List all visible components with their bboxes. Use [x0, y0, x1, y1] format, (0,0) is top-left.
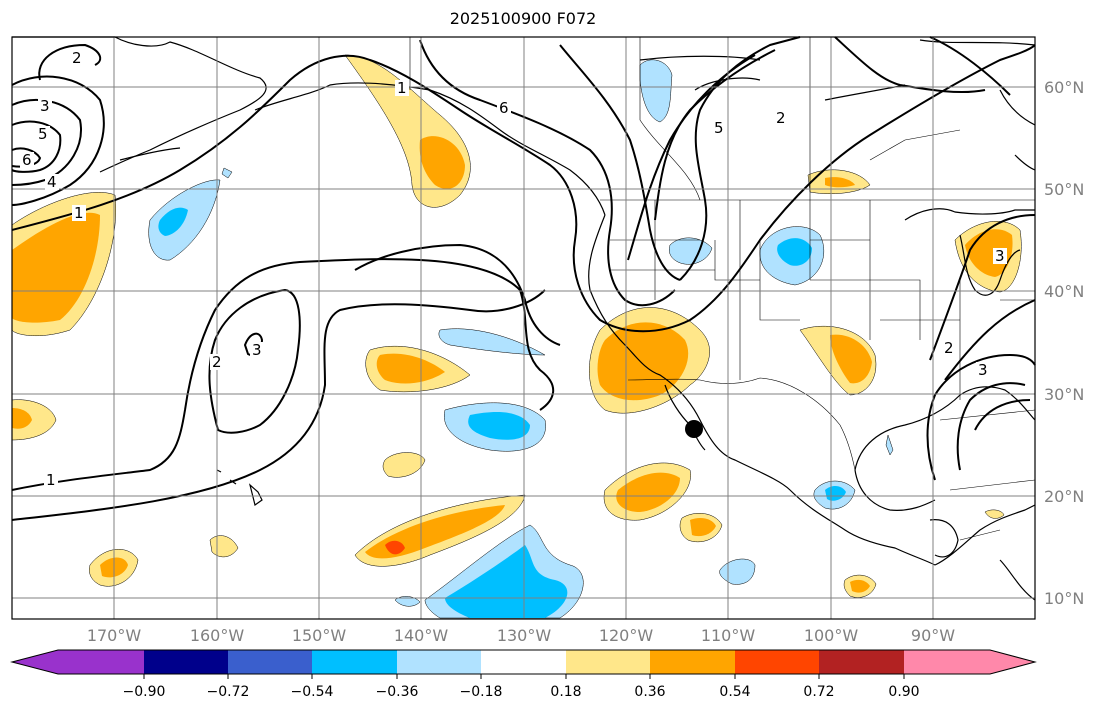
contour-label: 2: [776, 109, 786, 127]
colorbar-tick-label: 0.72: [803, 684, 835, 700]
contour-label: 3: [40, 97, 50, 115]
lat-label: 20°N: [1044, 487, 1085, 506]
colorbar-tick-label: −0.18: [459, 684, 503, 700]
colorbar-segment: [144, 650, 228, 674]
colorbar-segment: [904, 650, 990, 674]
colorbar-segment: [650, 650, 735, 674]
contour-label-group: 2 3 5 6 4 1 6 5 2 2 3 1 2 3: [20, 49, 1007, 489]
contour-label: 2: [944, 339, 954, 357]
colorbar-tick-label: −0.36: [375, 684, 419, 700]
lat-label: 60°N: [1044, 78, 1085, 97]
contour-label: 2: [72, 49, 82, 67]
contour-label: 5: [714, 119, 724, 137]
contour-label: 4: [47, 173, 57, 191]
lon-label: 110°W: [700, 626, 756, 645]
colorbar-tick-label: 0.54: [719, 684, 751, 700]
lat-label: 40°N: [1044, 282, 1085, 301]
lat-lon-grid: [12, 37, 1035, 619]
colorbar-segment: [58, 650, 144, 674]
colorbar-tick-label: −0.54: [290, 684, 334, 700]
colorbar-segment: [819, 650, 904, 674]
lon-label: 140°W: [393, 626, 449, 645]
positive-anomaly-fields: [11, 54, 1022, 598]
contour-label: 6: [499, 99, 509, 117]
lat-label: 10°N: [1044, 589, 1085, 608]
colorbar-tick-label: −0.90: [122, 684, 166, 700]
colorbar-extend-low: [12, 650, 58, 674]
contour-label: 1: [74, 204, 84, 222]
country-borders: [409, 37, 1036, 541]
lon-label: 160°W: [189, 626, 245, 645]
lon-label: 100°W: [803, 626, 859, 645]
lon-label: 130°W: [496, 626, 552, 645]
colorbar-tick-label: 0.18: [550, 684, 582, 700]
contour-label: 2: [212, 353, 222, 371]
lat-label: 50°N: [1044, 180, 1085, 199]
colorbar-tick-label: 0.36: [634, 684, 666, 700]
contour-label: 3: [995, 247, 1005, 265]
lon-label: 170°W: [86, 626, 142, 645]
lat-label: 30°N: [1044, 385, 1085, 404]
colorbar-segment: [481, 650, 566, 674]
contour-label: 5: [38, 125, 48, 143]
contour-label: 6: [22, 151, 32, 169]
colorbar: [10, 649, 1037, 679]
contour-label: 1: [397, 79, 407, 97]
contour-label: 3: [978, 361, 988, 379]
contour-label: 1: [46, 471, 56, 489]
colorbar-segment: [228, 650, 312, 674]
lon-label: 120°W: [598, 626, 654, 645]
colorbar-segment: [397, 650, 481, 674]
colorbar-tick-label: 0.90: [888, 684, 920, 700]
map-border: [11, 36, 1036, 620]
map-title: 2025100900 F072: [449, 9, 597, 28]
lon-label: 90°W: [910, 626, 956, 645]
colorbar-extend-high: [990, 650, 1035, 674]
negative-anomaly-fields: [148, 59, 894, 619]
map-panel: 2 3 5 6 4 1 6 5 2 2 3 1 2 3: [11, 36, 1036, 620]
lon-label: 150°W: [291, 626, 347, 645]
colorbar-segment: [735, 650, 819, 674]
location-marker: [685, 420, 703, 438]
contour-lines: [11, 36, 1036, 521]
colorbar-segment: [312, 650, 397, 674]
colorbar-segment: [566, 650, 650, 674]
colorbar-tick-label: −0.72: [206, 684, 250, 700]
contour-label: 3: [252, 341, 262, 359]
